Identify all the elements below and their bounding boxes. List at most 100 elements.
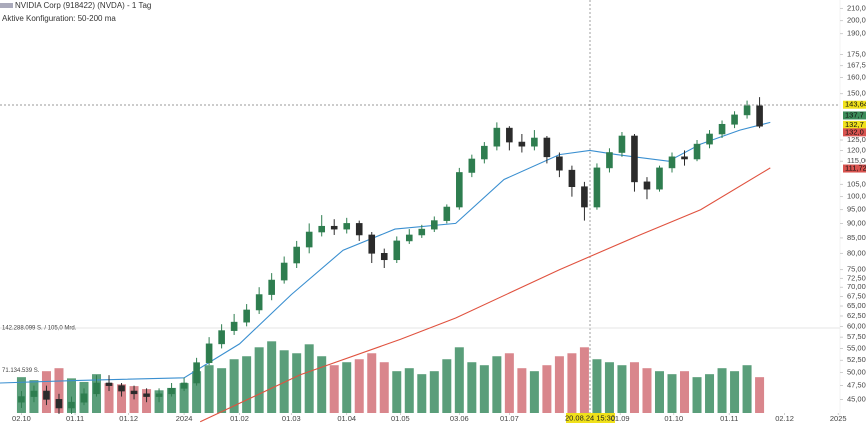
x-tick-label: 01.09 — [611, 414, 630, 423]
candle-body — [143, 393, 150, 397]
candle-body — [305, 231, 313, 248]
volume-bar — [542, 365, 552, 413]
candle-body — [418, 228, 426, 236]
volume-bar — [617, 365, 627, 413]
y-tick-label: 80,000 — [847, 248, 866, 257]
candle-body — [718, 123, 726, 135]
candle-body — [180, 382, 188, 389]
volume-bar — [554, 356, 564, 413]
plot-area — [0, 97, 771, 423]
volume-bar — [642, 368, 652, 413]
candle-body — [93, 382, 100, 395]
x-tick-label: 01.04 — [337, 414, 356, 423]
candle-body — [205, 343, 213, 363]
volume-bar — [204, 365, 214, 413]
x-tick-label: 01.02 — [230, 414, 249, 423]
volume-bar — [292, 353, 302, 413]
x-tick-label: 01.12 — [119, 414, 138, 423]
x-tick-label: 01.10 — [664, 414, 683, 423]
candle-body — [368, 234, 376, 254]
volume-bar — [730, 371, 740, 413]
x-tick-label: 02.10 — [12, 414, 31, 423]
candle-body — [643, 181, 651, 190]
candle-body — [118, 385, 125, 392]
volume-bar — [66, 378, 76, 413]
y-tick-label: 50,000 — [847, 368, 866, 377]
price-tag-label: 132,0 — [845, 127, 864, 136]
x-tick-label: 2025 — [830, 414, 847, 423]
y-tick-label: 167,50 — [847, 61, 866, 70]
y-tick-label: 160,00 — [847, 72, 866, 81]
candle-body — [556, 156, 563, 171]
candle-body — [218, 330, 225, 345]
candle-body — [230, 321, 238, 331]
candle-body — [155, 393, 163, 397]
volume-bar — [579, 347, 589, 413]
volume-bar — [529, 371, 539, 413]
candle-body — [130, 390, 138, 395]
volume-bar — [129, 386, 139, 413]
y-tick-label: 70,000 — [847, 282, 866, 291]
candle-body — [80, 393, 88, 403]
symbol-icon — [0, 3, 13, 8]
volume-bar — [454, 347, 464, 413]
volume-bar — [654, 371, 664, 413]
y-tick-label: 105,00 — [847, 179, 866, 188]
volume-bar — [267, 341, 277, 413]
candle-body — [506, 127, 513, 143]
volume-bar — [567, 353, 577, 413]
volume-tick-label: 71.134.539 S. — [2, 368, 40, 374]
candle-body — [430, 220, 438, 230]
volume-bar — [279, 350, 289, 413]
candle-body — [681, 156, 688, 160]
volume-bar — [192, 371, 202, 413]
candle-body — [343, 223, 351, 230]
y-tick-label: 60,000 — [847, 321, 866, 330]
moving-average-line — [199, 167, 771, 423]
volume-bar — [217, 368, 227, 413]
moving-average-line — [0, 121, 771, 384]
y-tick-label: 62,500 — [847, 311, 866, 320]
candle-body — [168, 388, 175, 395]
volume-bar — [167, 387, 177, 413]
y-tick-label: 65,000 — [847, 301, 866, 310]
y-tick-label: 120,00 — [847, 145, 866, 154]
volume-bar — [304, 344, 314, 413]
candle-body — [380, 253, 388, 261]
volume-bar — [467, 362, 477, 413]
y-tick-label: 175,00 — [847, 50, 866, 59]
volume-bar — [667, 374, 677, 413]
candle-body — [293, 246, 300, 264]
x-tick-label: 02.12 — [775, 414, 794, 423]
x-tick-label: 01.03 — [282, 414, 301, 423]
y-tick-label: 95,000 — [847, 205, 866, 214]
x-tick-label: 01.11 — [66, 414, 84, 423]
y-tick-label: 200,00 — [847, 16, 866, 25]
candle-body — [255, 294, 263, 311]
candle-body — [443, 206, 451, 221]
volume-bar — [379, 362, 389, 413]
candle-body — [268, 279, 275, 295]
price-tag — [843, 111, 866, 120]
candle-body — [693, 143, 701, 160]
y-tick-label: 190,00 — [847, 29, 866, 38]
candle-body — [243, 309, 250, 323]
y-tick-label: 100,00 — [847, 192, 866, 201]
candle-body — [593, 167, 601, 208]
candle-body — [330, 225, 338, 230]
volume-bar — [229, 359, 239, 413]
volume-tick-label: 142.288.099 S. / 105,0 Mrd. — [2, 326, 77, 332]
volume-bar — [404, 368, 414, 413]
volume-bar — [417, 374, 427, 413]
volume-bar — [367, 353, 377, 413]
price-tag — [843, 164, 866, 173]
y-tick-label: 45,000 — [847, 394, 866, 403]
x-tick-label: 01.07 — [500, 414, 519, 423]
candle-body — [280, 262, 288, 281]
x-tick-label: 03.06 — [450, 414, 469, 423]
candle-body — [581, 186, 588, 208]
volume-bar — [592, 359, 602, 413]
candle-body — [606, 152, 613, 169]
volume-bar — [317, 356, 327, 413]
candle-body — [481, 145, 488, 160]
